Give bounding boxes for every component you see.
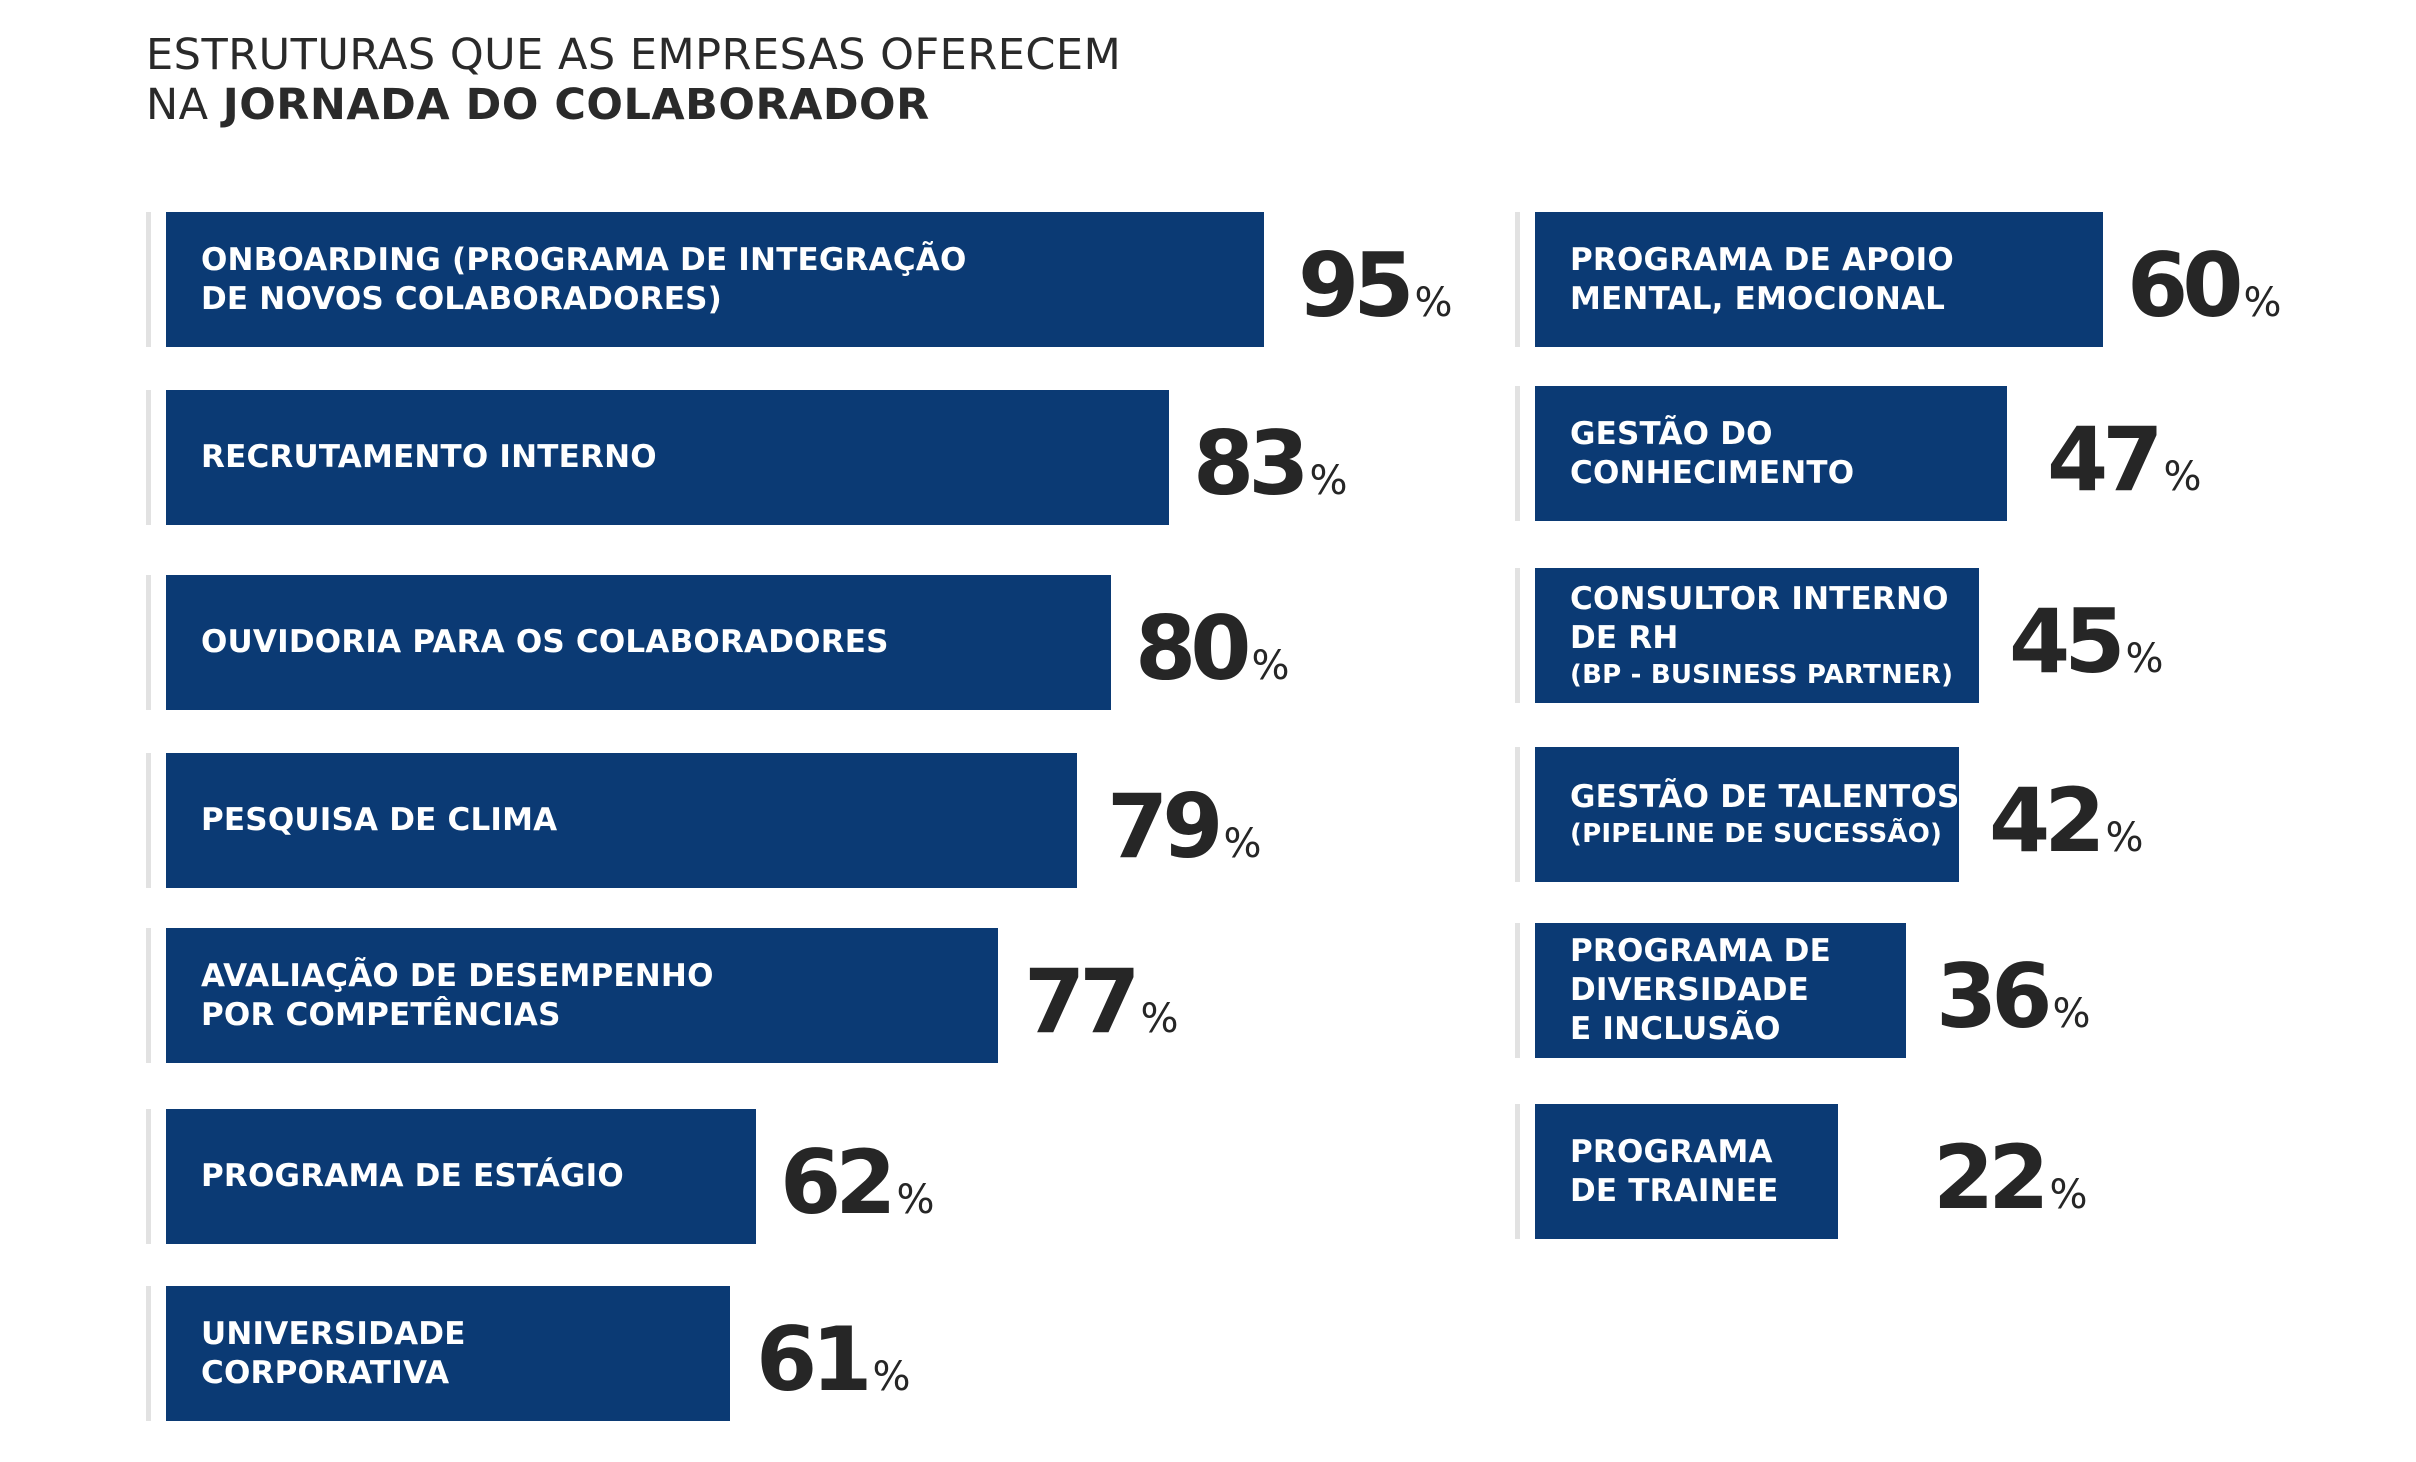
percent-sign: % bbox=[1251, 643, 1290, 689]
bar: AVALIAÇÃO DE DESEMPENHO POR COMPETÊNCIAS bbox=[166, 928, 998, 1063]
bar: RECRUTAMENTO INTERNO bbox=[166, 390, 1169, 525]
percent-sign: % bbox=[2163, 454, 2202, 500]
bar-label: DE TRAINEE bbox=[1570, 1172, 1779, 1209]
bar: PROGRAMA DE ESTÁGIO bbox=[166, 1109, 756, 1244]
row-divider bbox=[1515, 1104, 1520, 1239]
data-label: 45% bbox=[2009, 590, 2163, 693]
title-bold: JORNADA DO COLABORADOR bbox=[222, 80, 930, 130]
bar-label: (PIPELINE DE SUCESSÃO) bbox=[1570, 819, 1943, 849]
bar-label: CORPORATIVA bbox=[201, 1354, 450, 1391]
value-number: 80 bbox=[1135, 597, 1251, 700]
bar: ONBOARDING (PROGRAMA DE INTEGRAÇÃO DE NOV… bbox=[166, 212, 1264, 347]
bar-label: ONBOARDING (PROGRAMA DE INTEGRAÇÃO bbox=[201, 241, 967, 278]
data-label: 61% bbox=[756, 1308, 910, 1411]
bar-label: PROGRAMA DE bbox=[1570, 933, 1831, 969]
value-number: 45 bbox=[2009, 590, 2125, 693]
title-line-1: ESTRUTURAS QUE AS EMPRESAS OFERECEM bbox=[146, 30, 1122, 80]
bar-label: DE NOVOS COLABORADORES) bbox=[201, 280, 723, 317]
percent-sign: % bbox=[2049, 1172, 2088, 1218]
bar-label: POR COMPETÊNCIAS bbox=[201, 996, 561, 1033]
bar: GESTÃO DO CONHECIMENTO bbox=[1535, 386, 2007, 521]
data-label: 77% bbox=[1024, 950, 1178, 1053]
chart-title: ESTRUTURAS QUE AS EMPRESAS OFERECEM NA J… bbox=[146, 30, 1121, 130]
title-prefix: NA bbox=[146, 80, 223, 130]
percent-sign: % bbox=[2125, 636, 2164, 682]
bar: OUVIDORIA PARA OS COLABORADORES bbox=[166, 575, 1111, 710]
percent-sign: % bbox=[1140, 996, 1179, 1042]
bar-label: MENTAL, EMOCIONAL bbox=[1570, 280, 1946, 317]
value-number: 95 bbox=[1298, 234, 1414, 337]
row-divider bbox=[146, 212, 151, 347]
percent-sign: % bbox=[2052, 991, 2091, 1037]
data-label: 36% bbox=[1936, 945, 2090, 1048]
percent-sign: % bbox=[1309, 458, 1348, 504]
percent-sign: % bbox=[872, 1354, 911, 1400]
value-number: 22 bbox=[1933, 1126, 2049, 1229]
percent-sign: % bbox=[1414, 280, 1453, 326]
data-label: 80% bbox=[1135, 597, 1289, 700]
row-divider bbox=[146, 753, 151, 888]
bar: PROGRAMA DE DIVERSIDADE E INCLUSÃO bbox=[1535, 923, 1906, 1058]
data-label: 60% bbox=[2127, 234, 2281, 337]
value-number: 60 bbox=[2127, 234, 2243, 337]
value-number: 36 bbox=[1936, 945, 2052, 1048]
row-divider bbox=[1515, 568, 1520, 703]
data-label: 79% bbox=[1107, 775, 1261, 878]
bar-label: E INCLUSÃO bbox=[1570, 1011, 1781, 1047]
bar-label: OUVIDORIA PARA OS COLABORADORES bbox=[201, 624, 889, 660]
value-number: 77 bbox=[1024, 950, 1140, 1053]
value-number: 42 bbox=[1989, 769, 2105, 872]
bar: PROGRAMA DE APOIO MENTAL, EMOCIONAL bbox=[1535, 212, 2103, 347]
row-divider bbox=[1515, 386, 1520, 521]
row-divider bbox=[146, 390, 151, 525]
row-divider bbox=[146, 928, 151, 1063]
bar-label: CONSULTOR INTERNO bbox=[1570, 580, 1949, 617]
row-divider bbox=[1515, 923, 1520, 1058]
data-label: 62% bbox=[780, 1131, 934, 1234]
bar: GESTÃO DE TALENTOS (PIPELINE DE SUCESSÃO) bbox=[1535, 747, 1959, 882]
value-number: 62 bbox=[780, 1131, 896, 1234]
bar-label: (BP - BUSINESS PARTNER) bbox=[1570, 659, 1954, 690]
percent-sign: % bbox=[2105, 815, 2144, 861]
row-divider bbox=[146, 575, 151, 710]
bar-label: GESTÃO DE TALENTOS bbox=[1570, 779, 1960, 815]
bar-label: CONHECIMENTO bbox=[1570, 454, 1855, 491]
row-divider bbox=[1515, 747, 1520, 882]
percent-sign: % bbox=[1223, 821, 1262, 867]
bar-label: DE RH bbox=[1570, 619, 1679, 656]
bar-label: PESQUISA DE CLIMA bbox=[201, 802, 558, 838]
row-divider bbox=[146, 1286, 151, 1421]
data-label: 95% bbox=[1298, 234, 1452, 337]
data-label: 47% bbox=[2047, 408, 2201, 511]
bar-label: UNIVERSIDADE bbox=[201, 1315, 466, 1352]
bar: PROGRAMA DE TRAINEE bbox=[1535, 1104, 1838, 1239]
value-number: 83 bbox=[1193, 412, 1309, 515]
bar: PESQUISA DE CLIMA bbox=[166, 753, 1077, 888]
bar-label: PROGRAMA DE APOIO bbox=[1570, 241, 1954, 278]
data-label: 22% bbox=[1933, 1126, 2087, 1229]
bar-label: DIVERSIDADE bbox=[1570, 972, 1809, 1008]
row-divider bbox=[1515, 212, 1520, 347]
data-label: 42% bbox=[1989, 769, 2143, 872]
bar-label: AVALIAÇÃO DE DESEMPENHO bbox=[201, 957, 714, 994]
bar-label: GESTÃO DO bbox=[1570, 415, 1773, 452]
percent-sign: % bbox=[2243, 280, 2282, 326]
data-label: 83% bbox=[1193, 412, 1347, 515]
bar: UNIVERSIDADE CORPORATIVA bbox=[166, 1286, 730, 1421]
value-number: 47 bbox=[2047, 408, 2163, 511]
bar: CONSULTOR INTERNO DE RH (BP - BUSINESS PAR… bbox=[1535, 568, 1979, 703]
title-line-2: NA JORNADA DO COLABORADOR bbox=[146, 80, 1121, 130]
bar-label: PROGRAMA bbox=[1570, 1133, 1773, 1170]
percent-sign: % bbox=[896, 1177, 935, 1223]
bar-label: RECRUTAMENTO INTERNO bbox=[201, 439, 657, 475]
row-divider bbox=[146, 1109, 151, 1244]
value-number: 61 bbox=[756, 1308, 872, 1411]
value-number: 79 bbox=[1107, 775, 1223, 878]
bar-label: PROGRAMA DE ESTÁGIO bbox=[201, 1158, 624, 1194]
